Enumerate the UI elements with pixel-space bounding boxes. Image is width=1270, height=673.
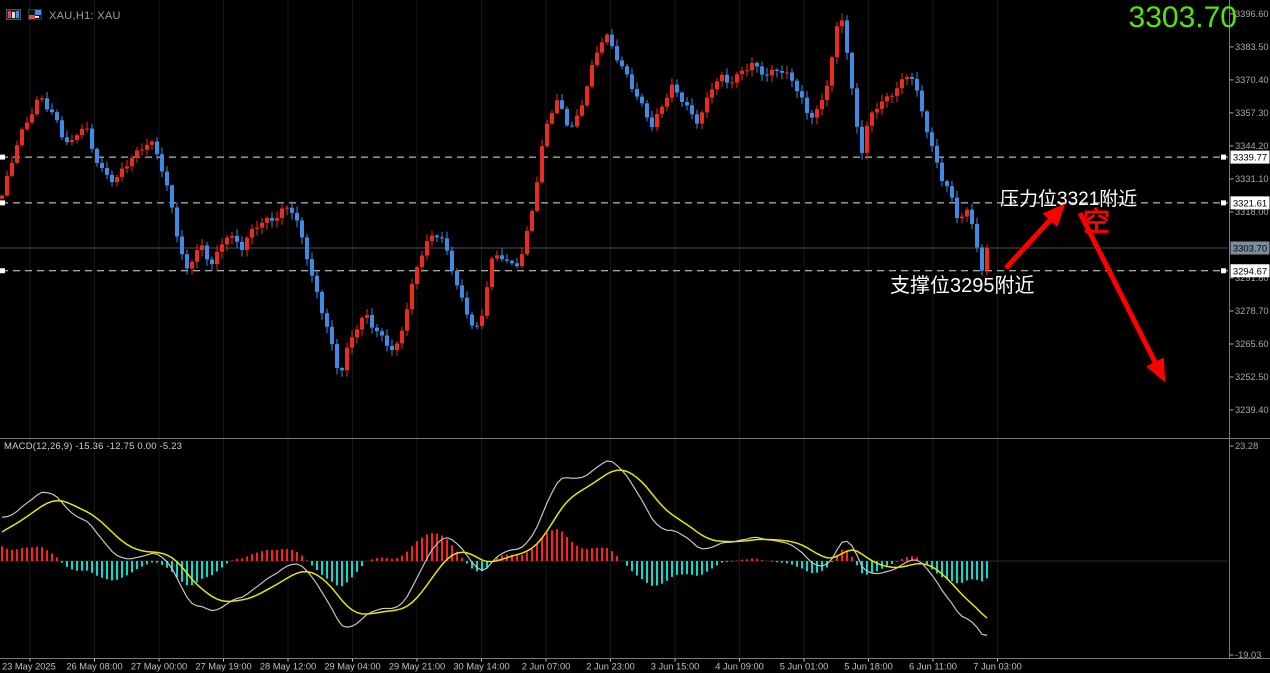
candlestick-chart-icon[interactable] — [5, 7, 22, 25]
svg-text:30 May 14:00: 30 May 14:00 — [453, 662, 509, 672]
svg-text:27 May 19:00: 27 May 19:00 — [195, 662, 251, 672]
macd-axis: 23.28 -19.03 — [1229, 441, 1261, 660]
time-axis: 23 May 2025 26 May 08:00 27 May 00:00 27 Ma… — [2, 658, 1022, 672]
svg-text:29 May 04:00: 29 May 04:00 — [324, 662, 380, 672]
last-price-readout: 3303.70 — [1128, 1, 1237, 34]
svg-text:27 May 00:00: 27 May 00:00 — [131, 662, 187, 672]
candles — [0, 13, 989, 377]
level-price-tag: 3339.77 — [1230, 150, 1270, 164]
indicator-window-icon[interactable] — [27, 7, 43, 25]
svg-text:5 Jun 18:00: 5 Jun 18:00 — [844, 662, 893, 672]
svg-text:6 Jun 11:00: 6 Jun 11:00 — [909, 662, 957, 672]
support-resistance-lines[interactable] — [0, 154, 1228, 274]
svg-text:3265.60: 3265.60 — [1235, 339, 1269, 349]
resistance-annotation[interactable]: 压力位3321附近 — [1000, 189, 1138, 210]
svg-text:3344.20: 3344.20 — [1235, 141, 1269, 151]
current-price-tag: 3303.70 — [1230, 241, 1270, 255]
signal-line — [1, 469, 988, 619]
svg-text:3370.40: 3370.40 — [1235, 75, 1269, 85]
svg-text:-19.03: -19.03 — [1235, 650, 1261, 660]
chart-titlebar: XAU,H1: XAU — [5, 7, 121, 25]
svg-text:3357.30: 3357.30 — [1235, 108, 1269, 118]
macd-panel — [0, 460, 1228, 636]
svg-text:3278.70: 3278.70 — [1235, 306, 1269, 316]
svg-text:26 May 08:00: 26 May 08:00 — [66, 662, 122, 672]
panel-separators — [0, 0, 1270, 659]
support-annotation[interactable]: 支撑位3295附近 — [890, 275, 1035, 297]
svg-text:29 May 21:00: 29 May 21:00 — [389, 662, 445, 672]
svg-text:5 Jun 01:00: 5 Jun 01:00 — [780, 662, 829, 672]
symbol-title: XAU,H1: XAU — [49, 10, 121, 22]
svg-text:2 Jun 07:00: 2 Jun 07:00 — [522, 662, 571, 672]
svg-text:4 Jun 09:00: 4 Jun 09:00 — [715, 662, 764, 672]
svg-text:3252.50: 3252.50 — [1235, 372, 1269, 382]
macd-line — [1, 460, 988, 636]
level-price-tag: 3321.61 — [1230, 196, 1270, 210]
svg-text:3 Jun 15:00: 3 Jun 15:00 — [651, 662, 700, 672]
price-axis: 3396.60 3383.50 3370.40 3357.30 3344.20 3331.… — [1229, 9, 1269, 415]
svg-text:3396.60: 3396.60 — [1235, 9, 1269, 19]
grid-lines — [29, 0, 998, 658]
svg-text:3383.50: 3383.50 — [1235, 42, 1269, 52]
svg-text:3294.67: 3294.67 — [1233, 266, 1267, 277]
svg-text:3239.40: 3239.40 — [1235, 405, 1269, 415]
svg-text:3303.70: 3303.70 — [1233, 244, 1267, 255]
short-annotation[interactable]: 空 — [1083, 207, 1110, 237]
macd-indicator-label: MACD(12,26,9) -15.36 -12.75 0.00 -5.23 — [4, 441, 183, 452]
svg-text:3318.00: 3318.00 — [1235, 207, 1269, 217]
svg-text:7 Jun 03:00: 7 Jun 03:00 — [973, 662, 1022, 672]
svg-text:23.28: 23.28 — [1235, 441, 1258, 451]
svg-text:3339.77: 3339.77 — [1233, 153, 1267, 164]
svg-text:3321.61: 3321.61 — [1233, 198, 1267, 209]
svg-text:3291.80: 3291.80 — [1235, 273, 1269, 283]
level-price-tag: 3294.67 — [1230, 264, 1270, 278]
svg-text:28 May 12:00: 28 May 12:00 — [260, 662, 316, 672]
svg-text:2 Jun 23:00: 2 Jun 23:00 — [586, 662, 635, 672]
svg-text:3331.10: 3331.10 — [1235, 174, 1269, 184]
svg-text:23 May 2025: 23 May 2025 — [2, 662, 56, 672]
